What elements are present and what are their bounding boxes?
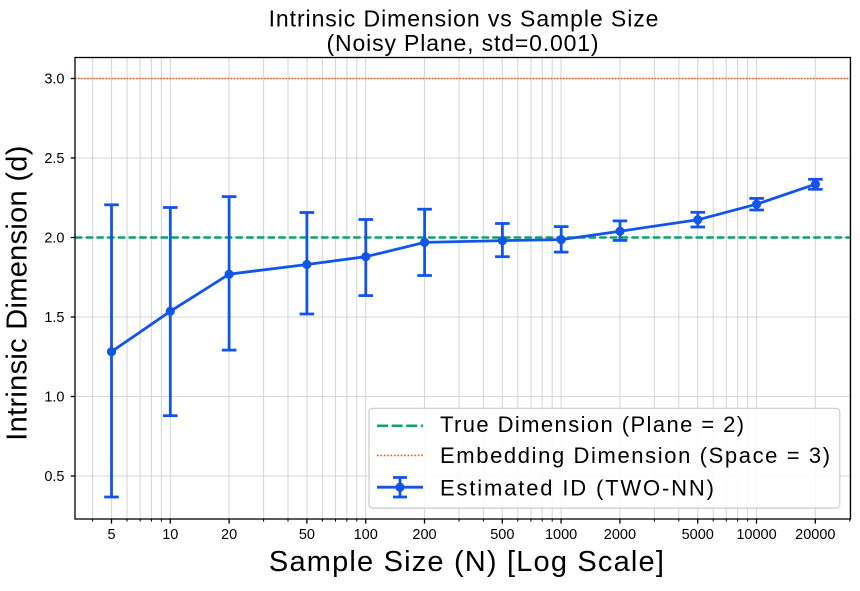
svg-text:50: 50 xyxy=(299,527,315,543)
svg-text:200: 200 xyxy=(412,527,436,543)
svg-text:5000: 5000 xyxy=(682,527,714,543)
svg-text:1000: 1000 xyxy=(545,527,577,543)
svg-text:Embedding Dimension (Space = 3: Embedding Dimension (Space = 3) xyxy=(440,443,832,468)
svg-text:20000: 20000 xyxy=(795,527,835,543)
svg-text:2000: 2000 xyxy=(604,527,636,543)
svg-text:Estimated ID (TWO-NN): Estimated ID (TWO-NN) xyxy=(440,476,716,501)
svg-text:10: 10 xyxy=(162,527,178,543)
svg-text:(Noisy Plane, std=0.001): (Noisy Plane, std=0.001) xyxy=(327,30,600,56)
svg-text:3.0: 3.0 xyxy=(44,72,64,88)
svg-text:1.5: 1.5 xyxy=(44,310,64,326)
svg-text:2.0: 2.0 xyxy=(44,231,64,247)
svg-text:10000: 10000 xyxy=(736,527,776,543)
svg-text:500: 500 xyxy=(490,527,514,543)
svg-text:20: 20 xyxy=(221,527,237,543)
svg-text:100: 100 xyxy=(354,527,378,543)
svg-text:5: 5 xyxy=(107,527,115,543)
svg-text:True Dimension (Plane = 2): True Dimension (Plane = 2) xyxy=(440,412,745,437)
svg-text:Intrinsic Dimension (d): Intrinsic Dimension (d) xyxy=(2,145,34,440)
svg-text:2.5: 2.5 xyxy=(44,151,64,167)
svg-text:0.5: 0.5 xyxy=(44,469,64,485)
svg-text:Sample Size (N) [Log Scale]: Sample Size (N) [Log Scale] xyxy=(269,546,665,578)
svg-text:Intrinsic Dimension vs Sample: Intrinsic Dimension vs Sample Size xyxy=(269,6,660,32)
svg-text:1.0: 1.0 xyxy=(44,390,64,406)
